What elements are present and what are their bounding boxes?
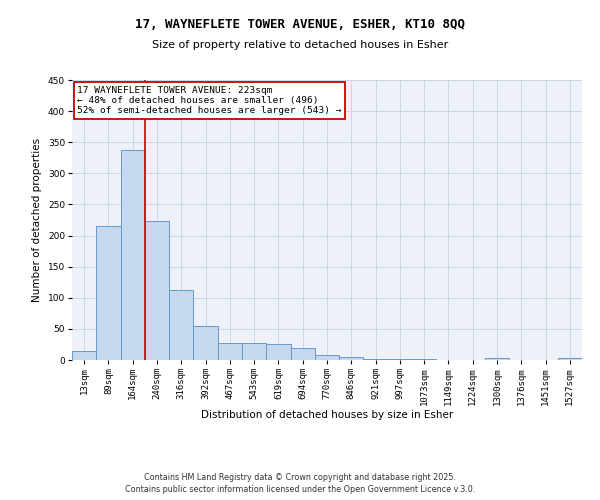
Bar (339, 357, 364, 360)
Bar (169, 290, 193, 360)
Text: Contains HM Land Registry data © Crown copyright and database right 2025.: Contains HM Land Registry data © Crown c… (144, 473, 456, 482)
Bar (242, 343, 266, 360)
Bar (193, 326, 218, 360)
Text: Contains public sector information licensed under the Open Government Licence v.: Contains public sector information licen… (125, 486, 475, 494)
Text: 17, WAYNEFLETE TOWER AVENUE, ESHER, KT10 8QQ: 17, WAYNEFLETE TOWER AVENUE, ESHER, KT10… (135, 18, 465, 30)
Y-axis label: Number of detached properties: Number of detached properties (32, 138, 42, 302)
Text: 17 WAYNEFLETE TOWER AVENUE: 223sqm
← 48% of detached houses are smaller (496)
52: 17 WAYNEFLETE TOWER AVENUE: 223sqm ← 48%… (77, 86, 341, 116)
Bar (72, 350, 96, 360)
Bar (218, 342, 242, 360)
Text: Size of property relative to detached houses in Esher: Size of property relative to detached ho… (152, 40, 448, 50)
Bar (290, 348, 315, 360)
Bar (266, 344, 290, 360)
Bar (558, 358, 582, 360)
Bar (485, 358, 509, 360)
Bar (121, 150, 145, 360)
X-axis label: Distribution of detached houses by size in Esher: Distribution of detached houses by size … (201, 410, 453, 420)
Bar (315, 355, 339, 360)
Bar (145, 221, 169, 360)
Bar (96, 226, 121, 360)
